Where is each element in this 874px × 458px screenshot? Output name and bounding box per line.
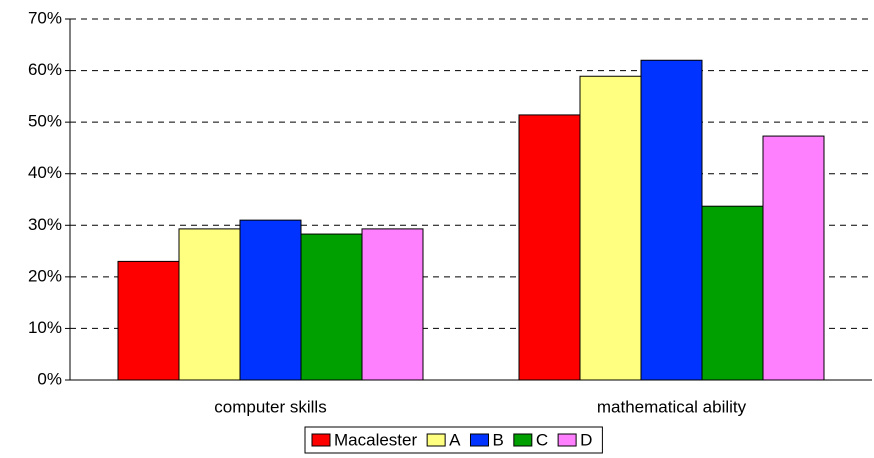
bar <box>701 205 764 381</box>
legend-label: Macalester <box>334 430 417 449</box>
bar <box>117 260 180 381</box>
bar <box>239 219 302 381</box>
x-tick-label: computer skills <box>214 397 326 416</box>
legend-swatch <box>469 433 489 447</box>
y-tick-label: 10% <box>28 318 62 337</box>
legend-label: D <box>580 430 592 449</box>
legend-swatch <box>513 433 533 447</box>
legend-swatch <box>426 433 446 447</box>
bar <box>518 114 581 381</box>
bar <box>762 135 825 381</box>
y-tick-label: 40% <box>28 163 62 182</box>
legend-label: C <box>536 430 548 449</box>
y-tick-label: 50% <box>28 112 62 131</box>
y-tick-label: 70% <box>28 8 62 27</box>
legend-swatch <box>311 433 331 447</box>
bar <box>361 228 424 381</box>
legend-label: B <box>492 430 503 449</box>
legend-box <box>304 426 603 454</box>
bar <box>640 59 703 381</box>
y-tick-label: 60% <box>28 60 62 79</box>
bar <box>178 228 241 381</box>
y-tick-label: 0% <box>37 369 62 388</box>
legend-label: A <box>449 430 461 449</box>
y-tick-label: 20% <box>28 266 62 285</box>
y-tick-label: 30% <box>28 215 62 234</box>
bar <box>579 75 642 381</box>
bar <box>300 233 363 381</box>
legend-swatch <box>557 433 577 447</box>
x-tick-label: mathematical ability <box>597 397 747 416</box>
